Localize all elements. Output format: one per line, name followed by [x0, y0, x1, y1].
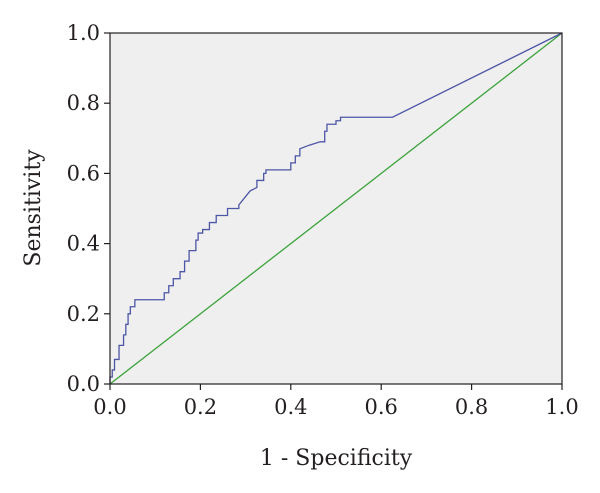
reference-diagonal-line — [109, 32, 563, 385]
x-tick-label: 1.0 — [545, 395, 578, 419]
x-tick-label: 0.4 — [274, 395, 307, 419]
y-tick-label: 0.4 — [67, 232, 100, 256]
plot-frame — [109, 32, 563, 385]
y-axis-title: Sensitivity — [21, 149, 46, 267]
y-tick-label: 0.0 — [67, 372, 100, 396]
y-tick-label: 0.6 — [67, 161, 100, 185]
y-tick-label: 0.2 — [67, 302, 100, 326]
x-tick-label: 0.6 — [364, 395, 397, 419]
x-axis-title: 1 - Specificity — [260, 446, 413, 471]
y-tick-label: 0.8 — [67, 91, 100, 115]
x-tick-label: 0.8 — [455, 395, 488, 419]
roc-curve-line — [109, 32, 563, 384]
x-tick-label: 0.2 — [184, 395, 217, 419]
y-tick-label: 1.0 — [67, 21, 100, 45]
x-tick-label: 0.0 — [93, 395, 126, 419]
